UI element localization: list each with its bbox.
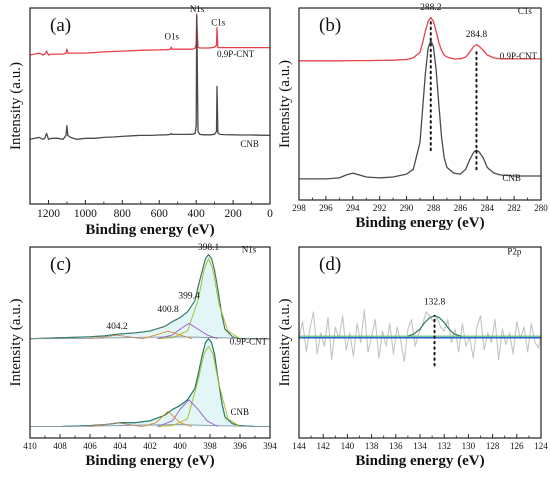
panel-b-xtick-label-8: 282 bbox=[507, 203, 521, 213]
panel-c-annotation-1: 398.1 bbox=[198, 243, 220, 253]
panel-c-curve-2 bbox=[30, 254, 270, 340]
panel-c-label: (c) bbox=[50, 254, 71, 275]
panel-c-xtick-label-2: 406 bbox=[83, 441, 97, 451]
panel-d-ylabel: Intensity (a.u.) bbox=[277, 299, 293, 387]
panel-c-curve-10 bbox=[142, 330, 193, 340]
panel-b-xtick-label-2: 294 bbox=[346, 203, 360, 213]
panel-a-xtick-label-1: 1000 bbox=[74, 208, 97, 220]
panel-b-xlabel: Binding energy (eV) bbox=[355, 215, 484, 231]
panel-a-annotation-2: C1s bbox=[211, 18, 226, 28]
panel-c: 410 408 406 404 402 400 398 396 394 Binding energ… bbox=[8, 243, 277, 469]
panel-c-curve-13 bbox=[89, 422, 143, 427]
panel-c-annotation-6: CNB bbox=[230, 407, 249, 417]
panel-b-curve-1 bbox=[299, 39, 541, 180]
panel-c-curve-5 bbox=[30, 424, 270, 427]
panel-a-xtick-label-3: 600 bbox=[151, 208, 169, 220]
panel-c-curve-12 bbox=[89, 334, 143, 340]
panel-d-xlabel: Binding energy (eV) bbox=[355, 453, 484, 469]
panel-c-area-fill-0 bbox=[30, 254, 270, 339]
panel-c-curve-11 bbox=[142, 410, 193, 427]
panel-c-curve-3 bbox=[30, 338, 270, 427]
panel-a: 1200 1000 800 600 400 200 0 Binding energy (eV)… bbox=[8, 4, 273, 238]
panel-b-xtick-label-0: 298 bbox=[292, 203, 306, 213]
panel-d-xtick-label-10: 124 bbox=[534, 441, 548, 451]
panel-c-ylabel: Intensity (a.u.) bbox=[8, 299, 24, 387]
panel-b-annotation-0: C1s bbox=[518, 6, 533, 16]
panel-a-curve-1 bbox=[30, 15, 270, 140]
panel-a-curve-0 bbox=[30, 13, 270, 56]
panel-a-frame bbox=[29, 7, 271, 205]
panel-b-xtick-label-4: 290 bbox=[400, 203, 414, 213]
panel-d-xtick-label-2: 140 bbox=[341, 441, 355, 451]
panel-c-xlabel: Binding energy (eV) bbox=[85, 453, 214, 469]
panel-b-annotation-3: 0.9P-CNT bbox=[500, 51, 538, 61]
panel-a-ylabel: Intensity (a.u.) bbox=[8, 62, 24, 150]
panel-c-curve-9 bbox=[157, 399, 218, 427]
panel-a-xtick-label-2: 800 bbox=[114, 208, 132, 220]
panel-b-annotation-4: CNB bbox=[502, 173, 521, 183]
panel-c-xtick-label-7: 396 bbox=[233, 441, 247, 451]
panel-c-annotation-0: N1s bbox=[242, 245, 257, 255]
panel-d-xtick-label-8: 128 bbox=[486, 441, 500, 451]
panel-a-xtick-label-5: 200 bbox=[224, 208, 242, 220]
panel-c-xtick-label-6: 398 bbox=[203, 441, 217, 451]
panel-d-annotation-0: P2p bbox=[507, 247, 522, 257]
panel-b-label: (b) bbox=[319, 15, 341, 36]
panel-c-annotation-4: 404.2 bbox=[106, 322, 128, 332]
panel-c-area-fill-1 bbox=[30, 338, 270, 427]
panel-c-xtick-label-4: 402 bbox=[143, 441, 157, 451]
panel-b-xtick-label-5: 288 bbox=[427, 203, 441, 213]
panel-a-annotation-1: O1s bbox=[165, 31, 180, 41]
panel-d-annotation-1: 132.8 bbox=[424, 297, 446, 307]
panel-c-annotation-3: 400.8 bbox=[157, 305, 179, 315]
panel-b-annotation-1: 288.2 bbox=[420, 3, 442, 13]
panel-a-annotation-4: CNB bbox=[240, 139, 259, 149]
panel-a-label: (a) bbox=[50, 15, 71, 36]
panel-d-xtick-label-5: 134 bbox=[413, 441, 427, 451]
panel-d-frame bbox=[298, 246, 542, 439]
panel-b-xtick-label-9: 280 bbox=[534, 203, 548, 213]
panel-a-annotation-0: N1s bbox=[190, 4, 205, 14]
panel-b-curve-0 bbox=[299, 16, 541, 62]
panel-b-ylabel: Intensity (a.u.) bbox=[277, 60, 293, 148]
panel-b-annotation-2: 284.8 bbox=[466, 30, 488, 40]
panel-c-xtick-label-0: 410 bbox=[23, 441, 37, 451]
panel-a-annotation-3: 0.9P-CNT bbox=[217, 49, 255, 59]
panel-a-xtick-label-4: 400 bbox=[188, 208, 206, 220]
panel-c-annotation-2: 399.4 bbox=[178, 292, 200, 302]
panel-c-xtick-label-1: 408 bbox=[53, 441, 67, 451]
panel-d-xtick-label-1: 142 bbox=[316, 441, 330, 451]
panel-c-xtick-label-8: 394 bbox=[263, 441, 277, 451]
panel-d: 144 142 140 138 136 134 132 130 128 126 124 Binding… bbox=[277, 246, 548, 469]
panel-a-xlabel: Binding energy (eV) bbox=[85, 222, 214, 238]
panel-b-xtick-label-3: 292 bbox=[373, 203, 387, 213]
panel-c-curve-4 bbox=[30, 336, 270, 340]
panel-a-xtick-label-6: 0 bbox=[267, 208, 273, 220]
panel-b-xtick-label-1: 296 bbox=[319, 203, 333, 213]
panel-a-xtick-label-0: 1200 bbox=[37, 208, 60, 220]
panel-b-frame bbox=[298, 7, 542, 201]
panel-c-curve-8 bbox=[157, 322, 218, 340]
panel-c-curve-6 bbox=[157, 258, 241, 340]
panel-b-xtick-label-6: 286 bbox=[454, 203, 468, 213]
panel-d-label: (d) bbox=[319, 254, 341, 275]
panel-d-xtick-label-0: 144 bbox=[292, 441, 306, 451]
panel-b-xtick-label-7: 284 bbox=[480, 203, 494, 213]
panel-b: 298 296 294 292 290 288 286 284 282 280 Binding en… bbox=[277, 3, 548, 231]
panel-c-xtick-label-3: 404 bbox=[113, 441, 127, 451]
panel-c-annotation-5: 0.9P-CNT bbox=[230, 336, 268, 346]
panel-d-xtick-label-6: 132 bbox=[437, 441, 451, 451]
panel-d-xtick-label-3: 138 bbox=[365, 441, 379, 451]
panel-d-xtick-label-4: 136 bbox=[389, 441, 403, 451]
panel-d-xtick-label-7: 130 bbox=[462, 441, 476, 451]
panel-d-xtick-label-9: 126 bbox=[510, 441, 524, 451]
panel-c-xtick-label-5: 400 bbox=[173, 441, 187, 451]
